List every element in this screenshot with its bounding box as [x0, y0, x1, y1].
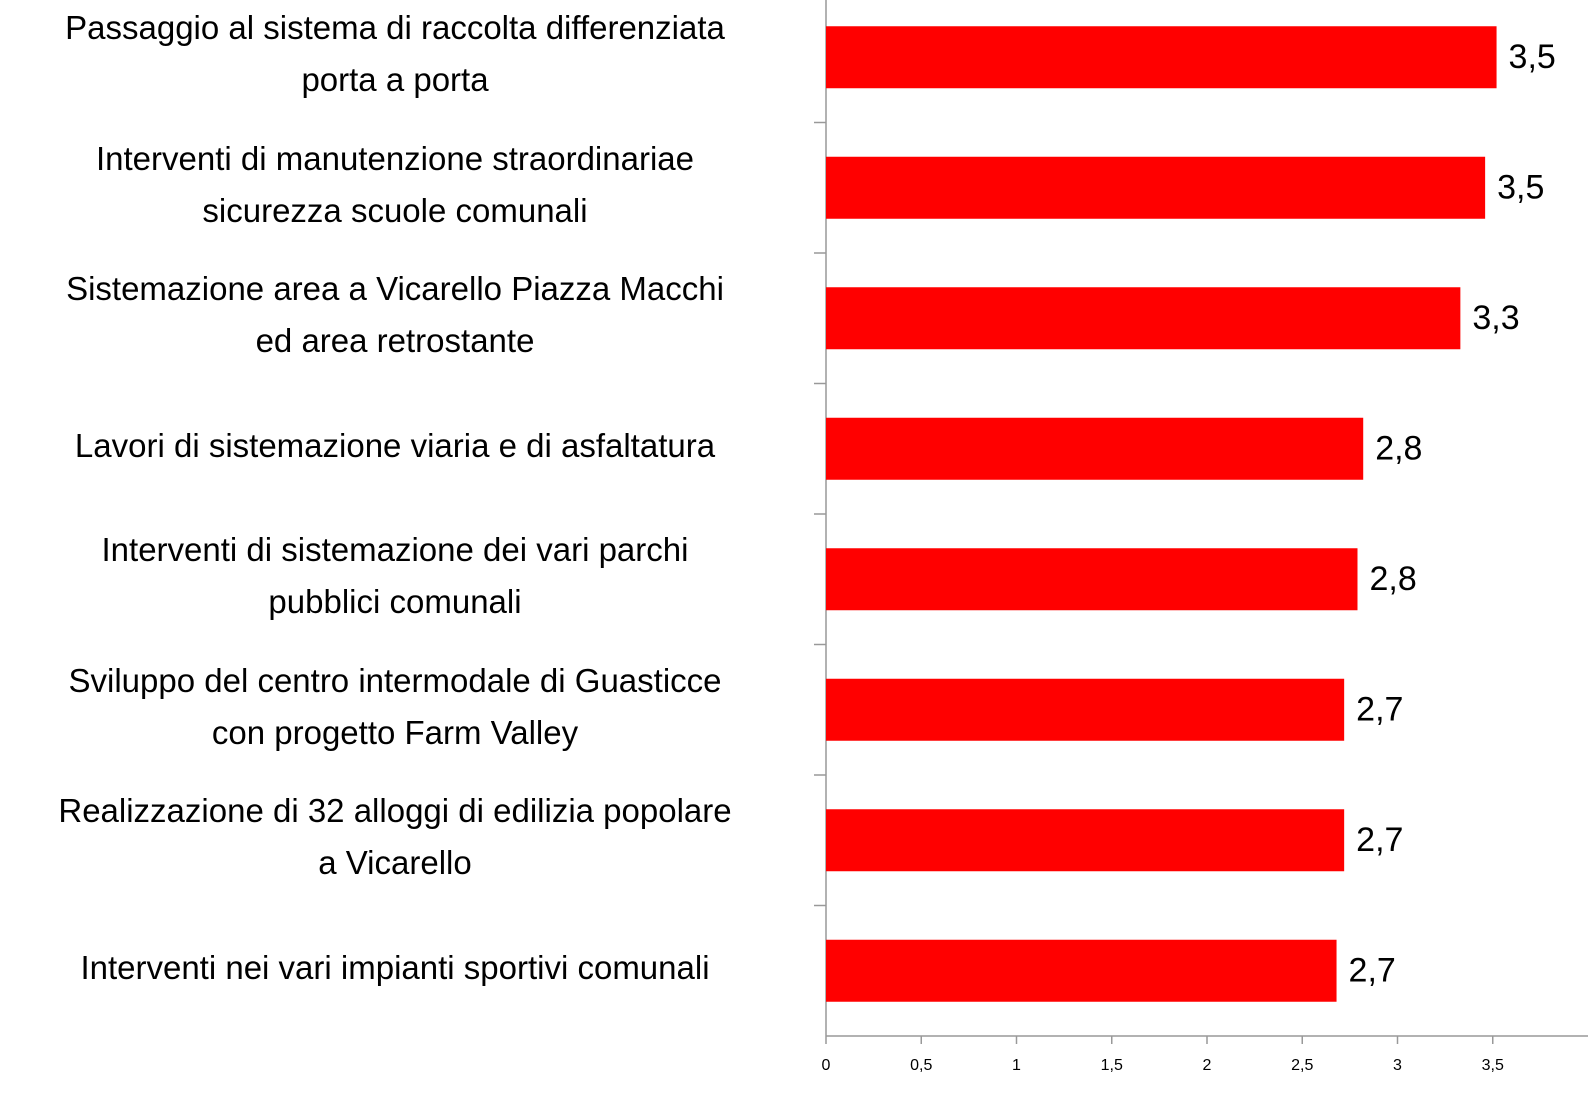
value-label: 2,7	[1356, 821, 1403, 859]
bar	[826, 809, 1345, 872]
category-label: Realizzazione di 32 alloggi di edilizia …	[58, 792, 732, 882]
value-label: 2,8	[1369, 560, 1416, 598]
x-tick-label: 3,5	[1482, 1057, 1504, 1074]
category-label: Interventi di manutenzione straordinaria…	[95, 139, 694, 229]
value-label: 3,5	[1509, 38, 1556, 76]
x-tick-label: 0	[822, 1057, 831, 1074]
x-tick-label: 2,5	[1291, 1057, 1313, 1074]
bar	[826, 939, 1337, 1002]
category-label: Lavori di sistemazione viaria e di asfal…	[74, 426, 716, 464]
category-label: Interventi di sistemazione dei vari parc…	[101, 531, 689, 621]
bar	[826, 417, 1364, 480]
value-label: 2,7	[1349, 952, 1396, 990]
bar	[826, 548, 1358, 611]
x-tick-label: 2	[1203, 1057, 1212, 1074]
value-label: 2,7	[1356, 691, 1403, 729]
bar	[826, 287, 1461, 350]
category-label: Sistemazione area a Vicarello Piazza Mac…	[66, 270, 724, 360]
category-label: Sviluppo del centro intermodale di Guast…	[68, 661, 722, 751]
x-tick-label: 1,5	[1101, 1057, 1123, 1074]
category-label: Passaggio al sistema di raccolta differe…	[65, 9, 725, 99]
bar	[826, 156, 1486, 219]
bar	[826, 26, 1497, 89]
x-tick-label: 0,5	[910, 1057, 932, 1074]
value-label: 2,8	[1375, 430, 1422, 468]
x-tick-label: 1	[1012, 1057, 1021, 1074]
x-tick-label: 3	[1393, 1057, 1402, 1074]
category-label: Interventi nei vari impianti sportivi co…	[80, 948, 710, 986]
value-label: 3,3	[1472, 299, 1519, 337]
value-label: 3,5	[1497, 169, 1544, 207]
bar	[826, 678, 1345, 741]
